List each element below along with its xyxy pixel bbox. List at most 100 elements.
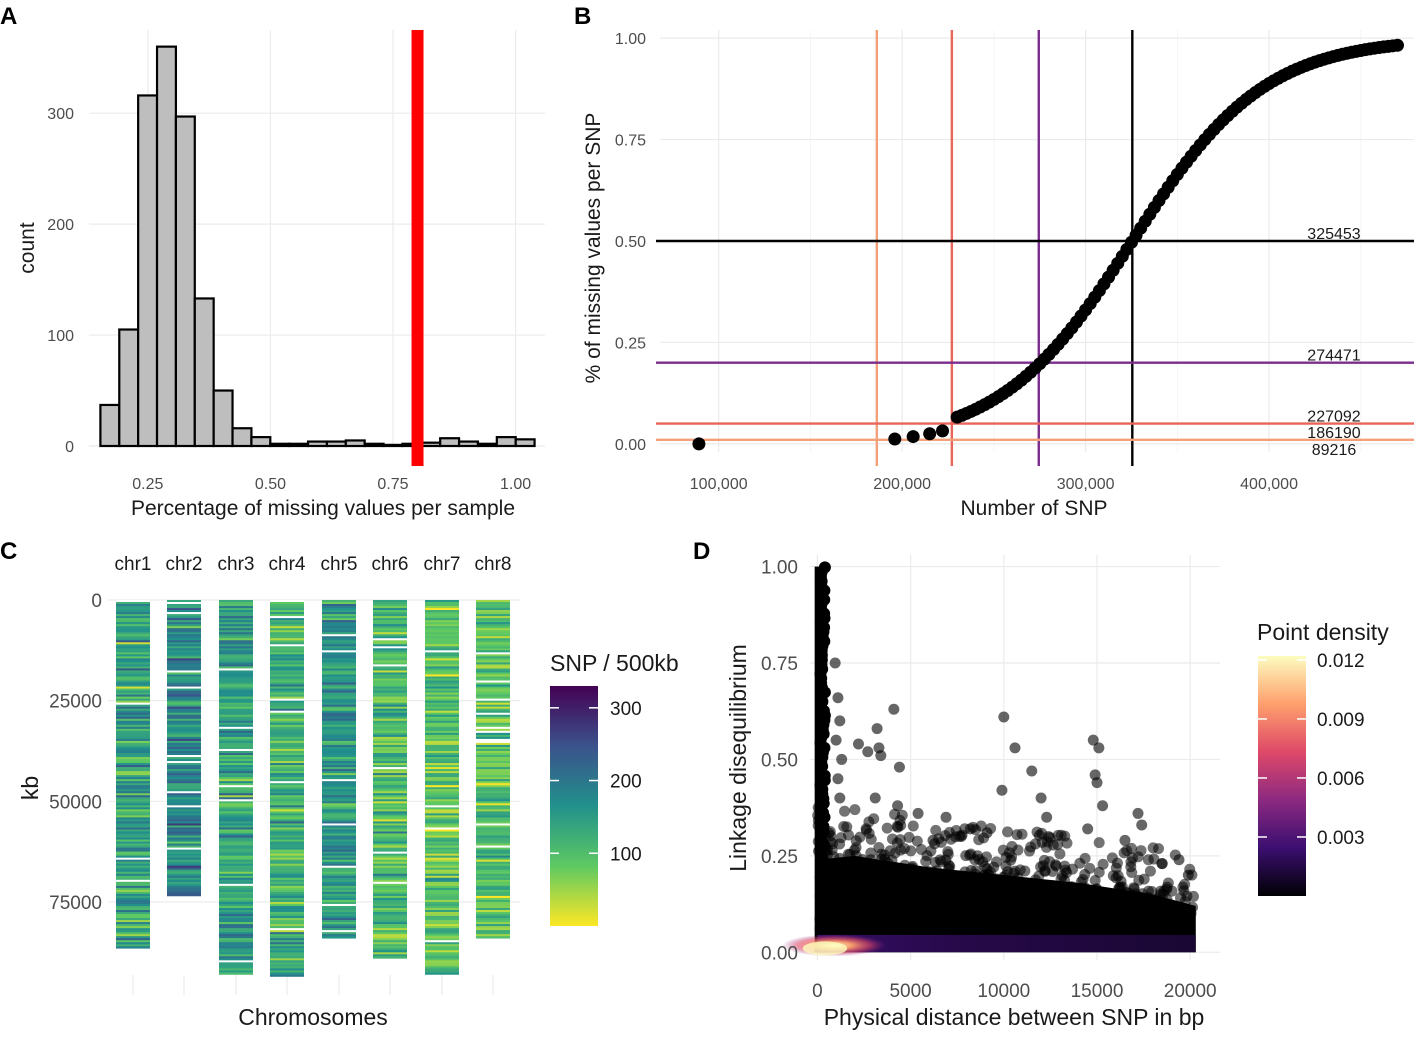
snp-window <box>116 771 150 774</box>
ld-point <box>1097 800 1109 812</box>
snp-window <box>167 889 201 893</box>
snp-window <box>373 714 407 718</box>
histogram-bar <box>288 442 310 448</box>
snp-window <box>476 875 510 879</box>
snp-window <box>476 825 510 828</box>
snp-window <box>116 946 150 949</box>
snp-window <box>322 628 356 631</box>
snp-window <box>270 952 304 955</box>
snp-window <box>322 914 356 917</box>
snp-window <box>116 769 150 772</box>
snp-window <box>116 863 150 867</box>
snp-window <box>219 648 253 651</box>
snp-window <box>167 859 201 863</box>
snp-window <box>219 895 253 899</box>
snp-window <box>270 803 304 806</box>
snp-window <box>167 722 201 726</box>
snp-window <box>373 765 407 768</box>
snp-window <box>425 883 459 887</box>
snp-window <box>219 847 253 850</box>
snp-window <box>219 614 253 617</box>
snp-window <box>219 851 253 854</box>
x-tick-label: 20000 <box>1164 981 1217 1002</box>
snp-window <box>476 612 510 615</box>
snp-window <box>116 905 150 909</box>
snp-window <box>322 928 356 931</box>
snp-window <box>476 718 510 722</box>
ld-point <box>849 804 861 816</box>
snp-window <box>373 857 407 861</box>
snp-window <box>116 656 150 659</box>
snp-window <box>167 626 201 629</box>
snp-window <box>322 678 356 681</box>
snp-window <box>373 877 407 881</box>
snp-window <box>167 660 201 663</box>
snp-window <box>373 696 407 699</box>
snp-window <box>116 801 150 804</box>
snp-window <box>425 926 459 929</box>
snp-window <box>476 757 510 760</box>
snp-window <box>167 632 201 635</box>
snp-window <box>322 910 356 913</box>
snp-window <box>322 807 356 810</box>
snp-window <box>322 755 356 758</box>
snp-window <box>476 807 510 810</box>
snp-window <box>116 895 150 899</box>
snp-window <box>425 626 459 629</box>
snp-window <box>167 881 201 885</box>
snp-window <box>167 815 201 818</box>
snp-window <box>116 654 150 657</box>
snp-window <box>425 684 459 687</box>
snp-window <box>476 670 510 673</box>
snp-window <box>219 924 253 927</box>
snp-window <box>219 706 253 710</box>
snp-window <box>476 700 510 704</box>
snp-window <box>373 698 407 701</box>
snp-window <box>167 610 201 613</box>
snp-window <box>476 801 510 804</box>
snp-window <box>219 694 253 697</box>
snp-window <box>373 930 407 933</box>
snp-window <box>425 604 459 607</box>
y-tick-label: 1.00 <box>761 558 798 579</box>
histogram-bar <box>174 115 196 448</box>
snp-window <box>219 827 253 830</box>
snp-window <box>219 783 253 786</box>
dense-point-region <box>817 855 1196 953</box>
snp-window <box>270 966 304 969</box>
ld-point <box>1012 844 1024 856</box>
snp-window <box>219 805 253 808</box>
snp-window <box>373 897 407 901</box>
snp-window <box>425 968 459 971</box>
snp-window <box>476 771 510 774</box>
snp-window <box>270 895 304 899</box>
snp-window <box>270 765 304 768</box>
snp-window <box>116 875 150 879</box>
snp-window <box>476 910 510 913</box>
snp-window <box>219 883 253 887</box>
snp-window <box>373 660 407 663</box>
snp-window <box>322 634 356 637</box>
snp-window <box>373 604 407 607</box>
snp-window <box>373 720 407 724</box>
snp-window <box>373 845 407 848</box>
snp-window <box>373 791 407 794</box>
ld-point <box>1055 829 1067 841</box>
snp-window <box>373 610 407 613</box>
snp-window <box>167 845 201 848</box>
snp-window <box>219 664 253 667</box>
snp-window <box>219 849 253 852</box>
ld-point <box>1115 875 1127 887</box>
snp-window <box>373 817 407 820</box>
snp-window <box>476 891 510 895</box>
snp-window <box>219 797 253 800</box>
snp-window <box>219 628 253 631</box>
snp-window <box>116 702 150 706</box>
snp-window <box>270 722 304 726</box>
snp-window <box>373 936 407 939</box>
snp-window <box>476 873 510 877</box>
x-tick-label: 0.25 <box>132 476 163 493</box>
snp-window <box>219 612 253 615</box>
snp-window <box>167 783 201 786</box>
snp-window <box>476 744 510 748</box>
